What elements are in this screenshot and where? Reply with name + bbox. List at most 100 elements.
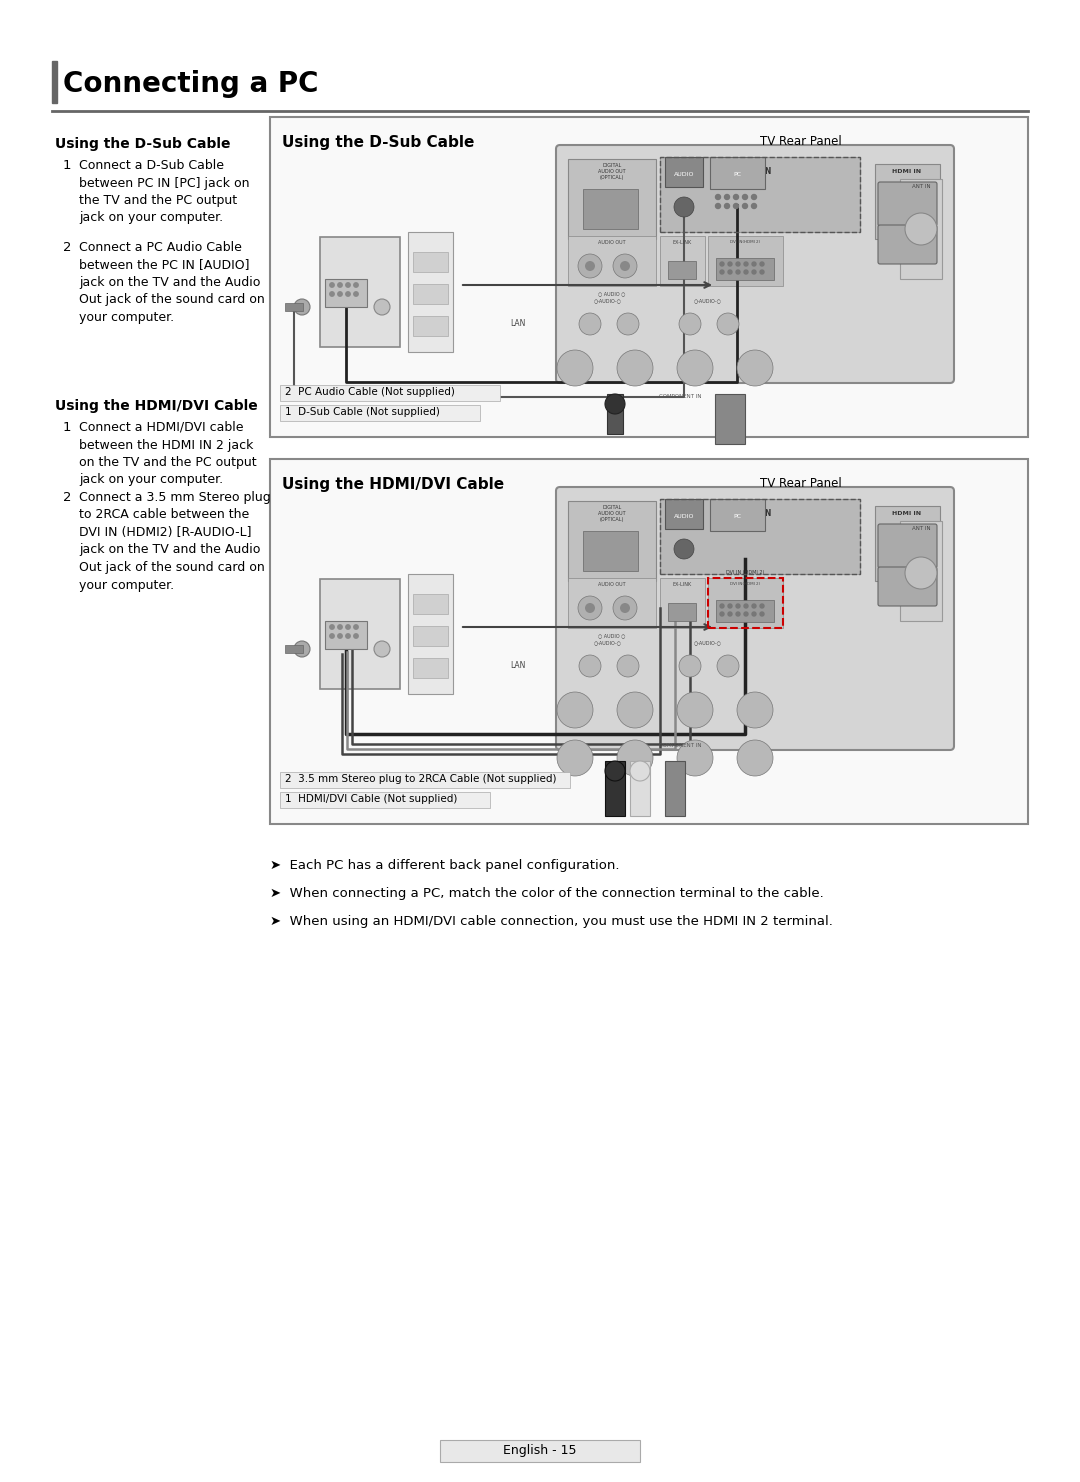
Circle shape xyxy=(557,350,593,385)
Text: COMPONENT IN: COMPONENT IN xyxy=(659,394,701,399)
Bar xyxy=(669,261,696,279)
Circle shape xyxy=(752,270,756,274)
Bar xyxy=(413,285,448,304)
Text: HDMI IN: HDMI IN xyxy=(892,169,921,173)
Text: DVI IN (HDMI 2): DVI IN (HDMI 2) xyxy=(726,571,765,575)
Bar xyxy=(408,574,453,694)
Circle shape xyxy=(617,692,653,728)
Text: 1: 1 xyxy=(63,159,71,172)
Circle shape xyxy=(354,625,359,630)
Text: AUDIO: AUDIO xyxy=(674,172,694,176)
Text: Connect a 3.5 mm Stereo plug
to 2RCA cable between the
DVI IN (HDMI2) [R-AUDIO-L: Connect a 3.5 mm Stereo plug to 2RCA cab… xyxy=(79,491,271,591)
Circle shape xyxy=(374,642,390,657)
Circle shape xyxy=(578,253,602,279)
Circle shape xyxy=(557,740,593,777)
Text: ○-AUDIO-○: ○-AUDIO-○ xyxy=(594,640,622,645)
Bar xyxy=(280,772,570,788)
FancyBboxPatch shape xyxy=(556,145,954,382)
Circle shape xyxy=(717,655,739,677)
Bar xyxy=(413,594,448,614)
Circle shape xyxy=(613,596,637,619)
Bar xyxy=(665,760,685,817)
Circle shape xyxy=(338,283,342,288)
Circle shape xyxy=(617,655,639,677)
Bar xyxy=(665,157,703,187)
Circle shape xyxy=(579,313,600,335)
Circle shape xyxy=(585,261,595,271)
Bar xyxy=(285,645,303,654)
Text: ➤  When using an HDMI/DVI cable connection, you must use the HDMI IN 2 terminal.: ➤ When using an HDMI/DVI cable connectio… xyxy=(270,914,833,928)
Circle shape xyxy=(737,692,773,728)
Bar xyxy=(660,499,860,574)
Bar xyxy=(568,501,656,581)
FancyBboxPatch shape xyxy=(878,182,937,225)
Bar xyxy=(320,237,400,347)
Bar xyxy=(708,236,783,286)
Bar xyxy=(875,165,940,239)
Text: AUDIO OUT: AUDIO OUT xyxy=(598,240,625,245)
Text: 1: 1 xyxy=(63,421,71,434)
Circle shape xyxy=(294,299,310,316)
Circle shape xyxy=(354,292,359,296)
Circle shape xyxy=(743,203,747,209)
Text: PC: PC xyxy=(733,172,741,176)
Circle shape xyxy=(617,350,653,385)
Circle shape xyxy=(346,634,350,639)
Bar xyxy=(708,578,783,628)
Bar xyxy=(413,316,448,336)
Text: EX-LINK: EX-LINK xyxy=(673,240,691,245)
Text: ○ AUDIO ○: ○ AUDIO ○ xyxy=(598,633,625,637)
Bar xyxy=(605,760,625,817)
Circle shape xyxy=(760,262,764,265)
Bar xyxy=(630,760,650,817)
Text: 2: 2 xyxy=(63,242,71,253)
Bar xyxy=(320,579,400,689)
Text: ○-AUDIO-○: ○-AUDIO-○ xyxy=(594,298,622,302)
Bar xyxy=(270,459,1028,824)
Circle shape xyxy=(733,194,739,200)
Text: EX-LINK: EX-LINK xyxy=(673,582,691,587)
Text: ➤  When connecting a PC, match the color of the connection terminal to the cable: ➤ When connecting a PC, match the color … xyxy=(270,888,824,900)
Circle shape xyxy=(725,203,729,209)
Circle shape xyxy=(329,625,334,630)
Bar xyxy=(413,658,448,677)
Text: PC: PC xyxy=(384,608,402,619)
FancyBboxPatch shape xyxy=(878,525,937,568)
Bar xyxy=(270,117,1028,437)
Bar xyxy=(413,252,448,273)
Circle shape xyxy=(578,596,602,619)
Bar xyxy=(285,302,303,311)
Bar xyxy=(280,791,490,808)
Circle shape xyxy=(617,740,653,777)
Circle shape xyxy=(338,634,342,639)
Text: PC IN: PC IN xyxy=(748,508,772,519)
Bar xyxy=(669,603,696,621)
Text: PC IN: PC IN xyxy=(748,167,772,176)
Text: Connect a HDMI/DVI cable
between the HDMI IN 2 jack
on the TV and the PC output
: Connect a HDMI/DVI cable between the HDM… xyxy=(79,421,257,486)
Circle shape xyxy=(605,760,625,781)
Circle shape xyxy=(329,283,334,288)
Bar xyxy=(440,1441,640,1463)
Text: COMPONENT IN: COMPONENT IN xyxy=(659,742,701,748)
Bar xyxy=(660,578,705,628)
Circle shape xyxy=(677,350,713,385)
Bar xyxy=(280,405,480,421)
Text: ○ AUDIO ○: ○ AUDIO ○ xyxy=(598,290,625,296)
FancyBboxPatch shape xyxy=(556,488,954,750)
Circle shape xyxy=(743,194,747,200)
Circle shape xyxy=(605,394,625,413)
Text: Using the HDMI/DVI Cable: Using the HDMI/DVI Cable xyxy=(282,477,504,492)
Circle shape xyxy=(752,194,756,200)
Circle shape xyxy=(679,655,701,677)
Circle shape xyxy=(715,203,720,209)
Text: ➤  Each PC has a different back panel configuration.: ➤ Each PC has a different back panel con… xyxy=(270,860,620,871)
Circle shape xyxy=(346,292,350,296)
Bar xyxy=(583,190,638,230)
Circle shape xyxy=(752,262,756,265)
Bar xyxy=(716,600,774,622)
Circle shape xyxy=(720,270,724,274)
Text: DIGITAL
AUDIO OUT
(OPTICAL): DIGITAL AUDIO OUT (OPTICAL) xyxy=(598,163,625,179)
Text: Connect a PC Audio Cable
between the PC IN [AUDIO]
jack on the TV and the Audio
: Connect a PC Audio Cable between the PC … xyxy=(79,242,265,325)
Bar xyxy=(568,236,656,286)
Circle shape xyxy=(728,262,732,265)
